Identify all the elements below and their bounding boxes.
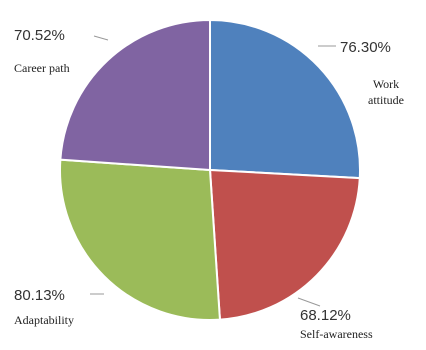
value-label-work-attitude: 76.30% bbox=[340, 39, 391, 56]
value-label-adaptability: 80.13% bbox=[14, 287, 65, 304]
category-label-work-attitude-line-2: attitude bbox=[368, 93, 404, 107]
category-label-work-attitude-line-1: Work bbox=[373, 77, 399, 91]
category-label-self-awareness: Self-awareness bbox=[300, 327, 373, 341]
value-label-self-awareness: 68.12% bbox=[300, 307, 351, 324]
leader-line-self-awareness bbox=[297, 297, 321, 307]
category-label-adaptability: Adaptability bbox=[14, 313, 74, 327]
category-label-career-path: Career path bbox=[14, 61, 70, 75]
pie-slice-work-attitude bbox=[209, 18, 361, 180]
leader-line-career-path bbox=[93, 35, 109, 41]
pie-slice-career-path bbox=[59, 18, 211, 172]
value-label-career-path: 70.52% bbox=[14, 27, 65, 44]
pie-slice-adaptability bbox=[59, 158, 222, 321]
pie-slice-self-awareness bbox=[208, 168, 361, 321]
